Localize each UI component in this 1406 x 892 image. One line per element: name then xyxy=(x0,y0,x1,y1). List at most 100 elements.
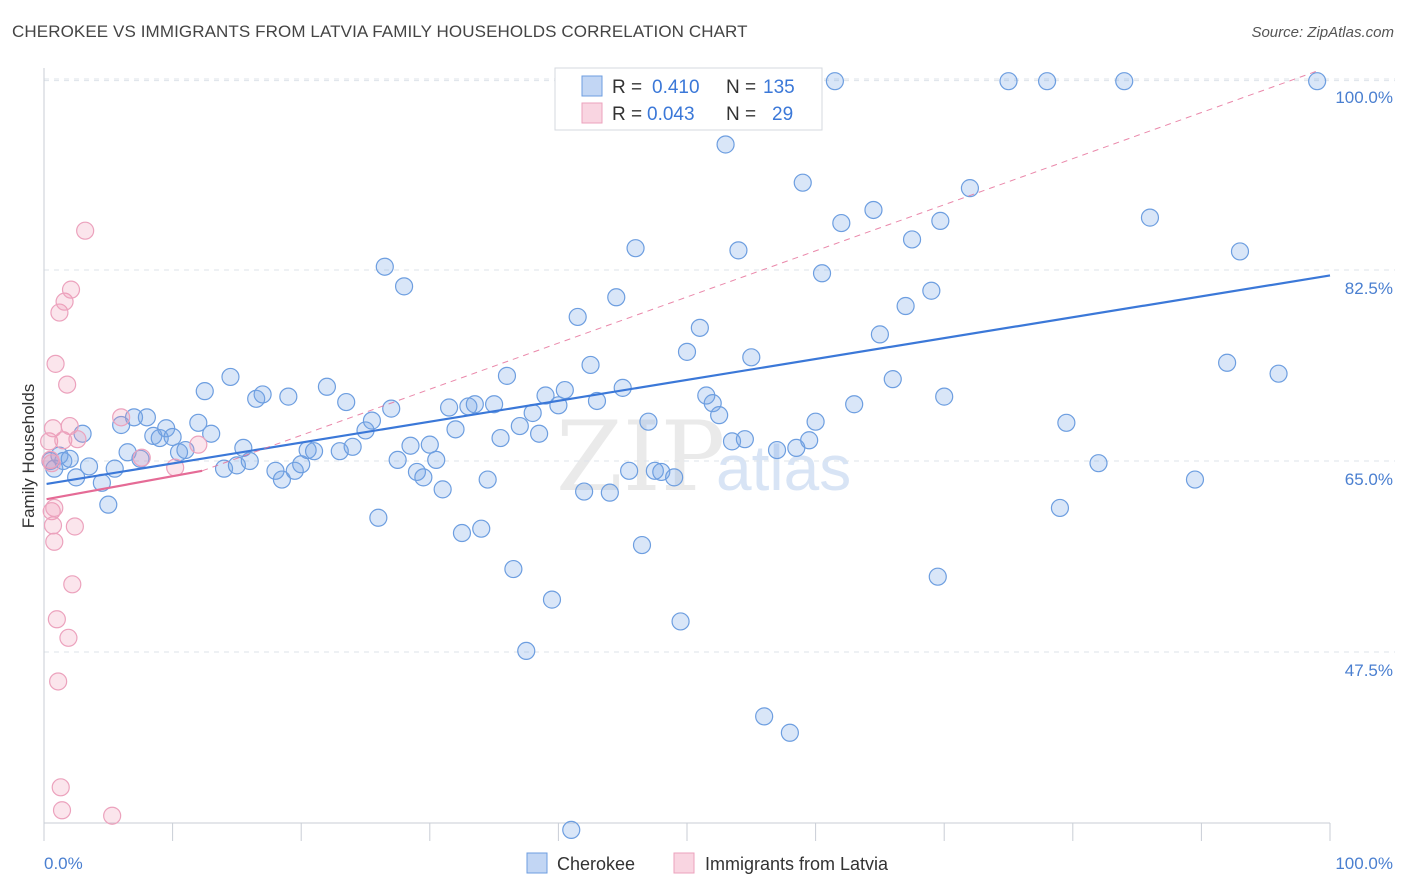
cherokee-point-4 xyxy=(60,449,79,468)
y-tick-labels: 47.5% 65.0% 82.5% 100.0% xyxy=(1335,88,1393,680)
latvia-point-21 xyxy=(65,517,84,536)
x-tick-label-max: 100.0% xyxy=(1335,854,1393,873)
cherokee-point-57 xyxy=(446,420,465,439)
cherokee-point-61 xyxy=(472,519,491,538)
latvia-point-19 xyxy=(61,280,81,299)
cherokee-point-41 xyxy=(337,392,356,412)
cherokee-point-22 xyxy=(189,413,208,432)
cherokee-point-81 xyxy=(607,288,626,307)
legend-swatch-latvia xyxy=(581,102,603,124)
latvia-point-28 xyxy=(189,435,208,454)
cherokee-point-114 xyxy=(870,325,890,344)
cherokee-point-63 xyxy=(485,395,504,414)
legend-n-value-2: 29 xyxy=(772,104,793,125)
source-credit: Source: ZipAtlas.com xyxy=(1251,24,1394,41)
cherokee-point-92 xyxy=(690,318,709,337)
cherokee-point-120 xyxy=(931,211,950,230)
bottom-legend-label-cherokee: Cherokee xyxy=(557,854,635,874)
cherokee-point-113 xyxy=(864,200,883,220)
cherokee-point-83 xyxy=(620,461,639,480)
trend-line-cherokee xyxy=(46,274,1331,486)
cherokee-point-71 xyxy=(536,386,555,405)
cherokee-point-102 xyxy=(755,707,774,726)
latvia-point-9 xyxy=(47,610,66,629)
cherokee-point-65 xyxy=(497,366,517,385)
latvia-point-12 xyxy=(51,778,70,797)
cherokee-point-23 xyxy=(195,382,214,401)
cherokee-point-26 xyxy=(221,367,240,387)
latvia-point-22 xyxy=(68,430,87,449)
cherokee-point-133 xyxy=(1269,364,1288,383)
y-tick-label-0: 47.5% xyxy=(1345,661,1393,680)
cherokee-point-110 xyxy=(825,72,844,91)
latvia-point-23 xyxy=(76,221,95,240)
cherokee-point-111 xyxy=(832,213,851,233)
latvia-point-24 xyxy=(103,806,122,825)
chart-title: CHEROKEE VS IMMIGRANTS FROM LATVIA FAMIL… xyxy=(12,22,748,41)
legend-r-label-2: R = xyxy=(612,104,642,125)
y-tick-label-2: 82.5% xyxy=(1345,279,1393,298)
latvia-point-7 xyxy=(45,532,64,551)
latvia-point-3 xyxy=(42,502,61,521)
stats-legend: R = 0.410 N = 135 R = 0.043 N = 29 xyxy=(554,67,823,131)
latvia-point-25 xyxy=(112,408,131,427)
cherokee-point-13 xyxy=(124,408,144,427)
bottom-legend-swatch-cherokee xyxy=(526,852,548,874)
cherokee-point-72 xyxy=(542,590,562,609)
cherokee-point-86 xyxy=(639,412,658,431)
legend-r-label-1: R = xyxy=(612,77,642,98)
gridlines xyxy=(44,78,1395,653)
cherokee-point-89 xyxy=(665,468,684,487)
cherokee-point-87 xyxy=(645,461,664,480)
cherokee-point-93 xyxy=(697,386,716,405)
cherokee-point-119 xyxy=(928,567,947,586)
trend-lines xyxy=(46,70,1331,501)
cherokee-point-47 xyxy=(382,399,401,418)
cherokee-point-7 xyxy=(79,457,99,476)
latvia-point-20 xyxy=(63,575,82,594)
cherokee-point-124 xyxy=(1037,72,1057,91)
cherokee-point-76 xyxy=(568,307,587,327)
cherokee-point-62 xyxy=(478,470,497,489)
latvia-point-6 xyxy=(45,498,64,518)
cherokee-point-77 xyxy=(575,482,594,501)
latvia-point-13 xyxy=(52,801,72,820)
cherokee-point-9 xyxy=(99,495,118,514)
x-tick-label-min: 0.0% xyxy=(44,854,83,873)
cherokee-point-107 xyxy=(800,431,819,450)
cherokee-point-108 xyxy=(806,412,825,431)
cherokee-point-103 xyxy=(767,440,787,460)
cherokee-point-39 xyxy=(317,377,337,396)
cherokee-point-134 xyxy=(1308,72,1327,91)
cherokee-point-131 xyxy=(1218,353,1237,372)
cherokee-point-17 xyxy=(150,428,169,448)
cherokee-point-84 xyxy=(626,239,645,258)
latvia-point-16 xyxy=(58,375,77,394)
cherokee-point-100 xyxy=(742,348,761,367)
cherokee-point-55 xyxy=(433,480,452,499)
cherokee-point-70 xyxy=(530,424,549,443)
cherokee-point-79 xyxy=(587,391,607,411)
cherokee-point-118 xyxy=(922,281,941,300)
cherokee-point-91 xyxy=(677,342,697,361)
cherokee-point-125 xyxy=(1050,498,1070,518)
cherokee-point-130 xyxy=(1185,470,1205,489)
cherokee-point-123 xyxy=(999,72,1018,91)
cherokee-point-98 xyxy=(729,241,748,260)
cherokee-point-90 xyxy=(671,612,690,631)
cherokee-point-64 xyxy=(491,428,510,448)
cherokee-point-66 xyxy=(504,559,523,579)
cherokee-point-95 xyxy=(710,406,729,425)
cherokee-point-33 xyxy=(272,470,292,489)
y-tick-label-3: 100.0% xyxy=(1335,88,1393,107)
cherokee-point-115 xyxy=(883,370,902,389)
cherokee-point-109 xyxy=(812,264,832,283)
cherokee-point-68 xyxy=(517,641,536,661)
cherokee-point-75 xyxy=(562,820,581,840)
cherokee-point-116 xyxy=(896,296,915,316)
cherokee-point-122 xyxy=(960,179,980,198)
latvia-point-10 xyxy=(49,672,68,691)
latvia-point-26 xyxy=(132,448,151,467)
cherokee-point-80 xyxy=(600,483,619,502)
cherokee-point-50 xyxy=(401,436,420,455)
